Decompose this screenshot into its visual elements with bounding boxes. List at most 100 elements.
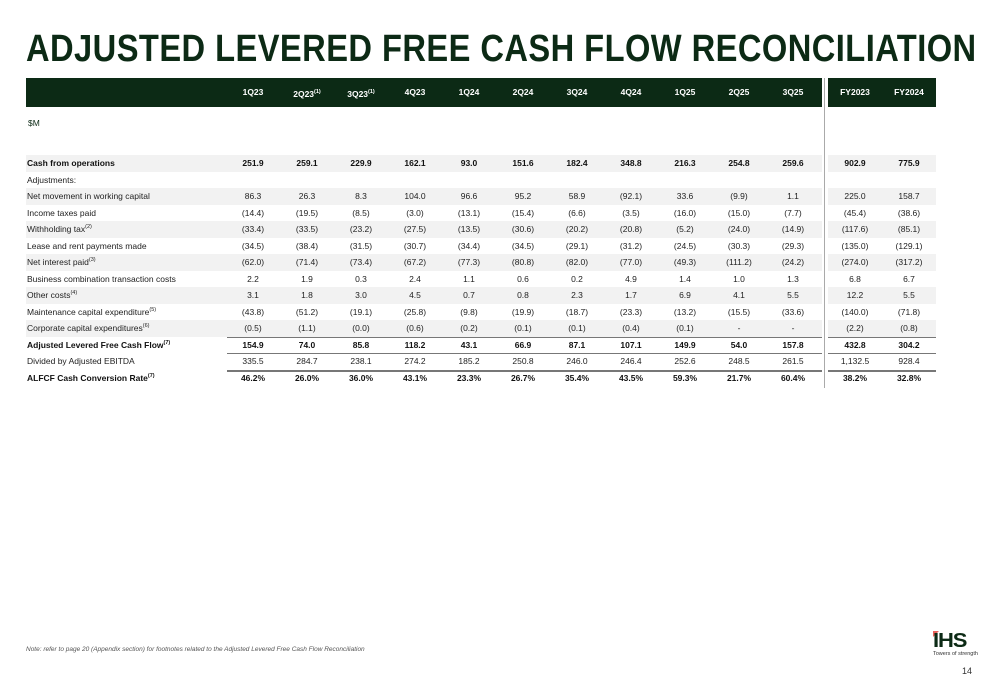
cell-value: 85.8 xyxy=(352,339,370,350)
row-label: Maintenance capital expenditure(5) xyxy=(27,306,157,317)
table-row: Maintenance capital expenditure(5) (43.8)… xyxy=(26,304,936,321)
cell-value: 335.5 xyxy=(242,356,264,366)
column-divider xyxy=(824,78,825,388)
cell-value: (34.5) xyxy=(241,240,265,251)
cell-value: (129.1) xyxy=(895,240,923,251)
row-shading xyxy=(828,254,936,271)
cell-value: (0.2) xyxy=(460,323,478,333)
cell-value: 1.0 xyxy=(733,273,745,284)
cell-value: (71.8) xyxy=(897,306,921,317)
cell-value: (31.5) xyxy=(349,240,373,251)
cell-value: 2.2 xyxy=(247,273,259,284)
cell-value: 149.9 xyxy=(674,339,696,350)
row-shading xyxy=(828,221,936,238)
column-header-3q24: 3Q24 xyxy=(566,87,588,97)
cell-value: 254.8 xyxy=(728,158,750,168)
total-rule xyxy=(227,369,822,372)
cell-value: (0.1) xyxy=(676,323,694,333)
cell-value: (23.3) xyxy=(619,306,643,317)
cell-value: (15.5) xyxy=(727,306,751,317)
cell-value: (274.0) xyxy=(841,257,869,267)
table-row: Cash from operations 251.9 259.1 229.9 162.1… xyxy=(26,155,936,172)
cell-value: 95.2 xyxy=(514,191,532,201)
cell-value: 154.9 xyxy=(242,339,264,350)
cell-value: 43.1% xyxy=(402,372,428,383)
cell-value: 66.9 xyxy=(514,339,532,350)
cell-value: (20.2) xyxy=(565,224,589,234)
cell-value: (19.5) xyxy=(295,207,319,218)
cell-value: 46.2% xyxy=(240,372,266,383)
row-shading xyxy=(26,320,822,337)
cell-value: (13.1) xyxy=(457,207,481,218)
cell-value: (33.5) xyxy=(295,224,319,234)
table-header-quarters xyxy=(26,78,822,107)
row-label: ALFCF Cash Conversion Rate(7) xyxy=(27,372,155,383)
cell-value: (9.9) xyxy=(730,191,748,201)
cell-value: (51.2) xyxy=(295,306,319,317)
row-label: Withholding tax(2) xyxy=(27,224,92,234)
cell-value: (73.4) xyxy=(349,257,373,267)
cell-value: (34.5) xyxy=(511,240,535,251)
cell-value: (24.0) xyxy=(727,224,751,234)
cell-value: (117.6) xyxy=(841,224,869,234)
row-label: Business combination transaction costs xyxy=(27,273,176,284)
total-rule xyxy=(828,336,936,338)
cell-value: (38.6) xyxy=(897,207,921,218)
cell-value: 104.0 xyxy=(404,191,426,201)
page-number: 14 xyxy=(962,666,973,676)
cell-value: 118.2 xyxy=(404,339,426,350)
cell-value: (0.8) xyxy=(900,323,918,333)
cell-value: 259.6 xyxy=(782,158,804,168)
cell-value: 2.3 xyxy=(571,290,583,300)
cell-value: 0.7 xyxy=(463,290,475,300)
cell-value: (30.6) xyxy=(511,224,535,234)
cell-value: (111.2) xyxy=(726,257,752,267)
cell-value: 0.3 xyxy=(355,273,367,284)
cell-value: 6.9 xyxy=(679,290,691,300)
row-label: Adjusted Levered Free Cash Flow(7) xyxy=(27,339,171,350)
cell-value: (30.3) xyxy=(727,240,751,251)
footnote-marker: (4) xyxy=(70,290,78,297)
cell-value: 43.5% xyxy=(618,372,644,383)
cell-value: 4.5 xyxy=(409,290,421,300)
column-header-fy2023: FY2023 xyxy=(840,87,870,97)
cell-value: (19.1) xyxy=(349,306,373,317)
footnote-marker: (2) xyxy=(85,224,92,231)
cell-value: (3.0) xyxy=(406,207,424,218)
table-row: Net interest paid(3) (62.0) (71.4) (73.4) (6… xyxy=(26,254,936,271)
cell-value: (34.4) xyxy=(457,240,481,251)
row-shading xyxy=(26,287,822,304)
row-shading xyxy=(828,188,936,205)
cell-value: 6.8 xyxy=(849,273,861,284)
page-title: ADJUSTED LEVERED FREE CASH FLOW RECONCIL… xyxy=(26,28,977,70)
cell-value: (14.9) xyxy=(781,224,805,234)
cell-value: (31.2) xyxy=(619,240,643,251)
row-label: Cash from operations xyxy=(27,158,115,168)
total-rule xyxy=(828,369,936,372)
cell-value: 157.8 xyxy=(782,339,804,350)
row-shading xyxy=(828,155,936,172)
cell-value: (18.7) xyxy=(565,306,589,317)
cell-value: 4.9 xyxy=(625,273,637,284)
cell-value: (67.2) xyxy=(403,257,427,267)
cell-value: 87.1 xyxy=(568,339,586,350)
footnote-marker: (3) xyxy=(88,257,96,264)
cell-value: - xyxy=(737,323,741,333)
cell-value: (5.2) xyxy=(676,224,694,234)
column-header-fy2024: FY2024 xyxy=(894,87,924,97)
row-shading xyxy=(26,254,822,271)
row-label: Net movement in working capital xyxy=(27,191,150,201)
cell-value: 0.8 xyxy=(517,290,529,300)
cell-value: (23.2) xyxy=(349,224,373,234)
row-label: Net interest paid(3) xyxy=(27,257,96,267)
cell-value: (0.1) xyxy=(568,323,586,333)
cell-value: 1.3 xyxy=(787,273,799,284)
row-label: Income taxes paid xyxy=(27,207,96,218)
table-header-fiscal-years xyxy=(828,78,936,107)
cell-value: 0.6 xyxy=(517,273,529,284)
column-header-1q25: 1Q25 xyxy=(674,87,696,97)
column-header-3q25: 3Q25 xyxy=(782,87,804,97)
cell-value: 54.0 xyxy=(730,339,748,350)
cell-value: (0.1) xyxy=(514,323,532,333)
cell-value: (92.1) xyxy=(619,191,643,201)
